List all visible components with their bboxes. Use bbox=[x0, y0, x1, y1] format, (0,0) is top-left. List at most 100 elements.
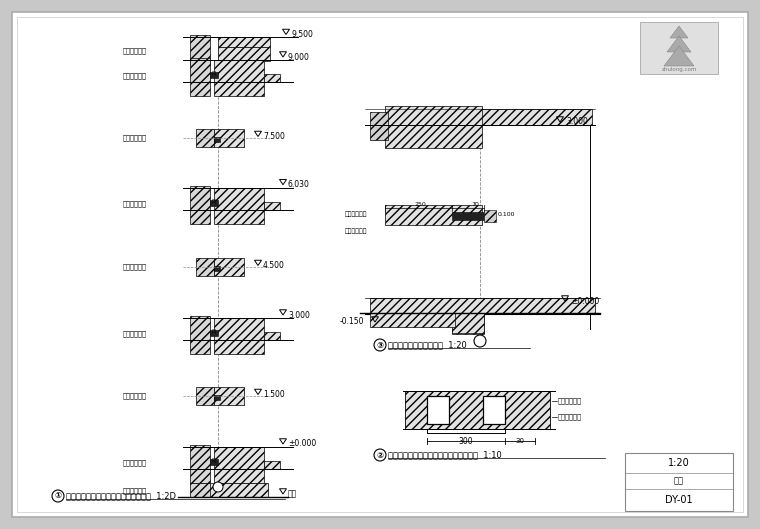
Text: 天然石材幕墙: 天然石材幕墙 bbox=[123, 200, 147, 207]
Text: 山墙面干挂天然石材幕墙节点构造详图  1:2D: 山墙面干挂天然石材幕墙节点构造详图 1:2D bbox=[66, 491, 176, 500]
Bar bbox=[196, 129, 214, 147]
Text: 7.500: 7.500 bbox=[263, 132, 285, 141]
Text: 天然石材幕墙: 天然石材幕墙 bbox=[123, 72, 147, 79]
Text: 9.000: 9.000 bbox=[288, 52, 310, 61]
Text: 天然石材幕墙: 天然石材幕墙 bbox=[345, 228, 368, 234]
Circle shape bbox=[213, 482, 223, 492]
Text: zhulong.com: zhulong.com bbox=[661, 68, 697, 72]
Text: 6.030: 6.030 bbox=[288, 180, 310, 189]
Bar bbox=[370, 112, 388, 140]
Bar bbox=[405, 391, 550, 429]
Bar bbox=[214, 395, 220, 399]
Bar bbox=[218, 47, 270, 60]
Text: 3.000: 3.000 bbox=[288, 311, 310, 320]
Text: 3.000: 3.000 bbox=[566, 117, 588, 126]
Text: 20: 20 bbox=[213, 69, 217, 75]
Bar bbox=[190, 316, 210, 354]
Text: 天然石材幕墙: 天然石材幕墙 bbox=[558, 414, 582, 421]
Text: 250: 250 bbox=[414, 203, 426, 207]
Text: 室墙基础节点详细剖面图  1:20: 室墙基础节点详细剖面图 1:20 bbox=[388, 341, 467, 350]
Bar bbox=[452, 314, 484, 334]
Bar bbox=[208, 483, 268, 497]
Bar bbox=[190, 34, 210, 65]
Bar bbox=[640, 22, 718, 74]
Bar bbox=[264, 202, 280, 209]
Text: 山墙面水平天然石材节点构造详图布置图  1:10: 山墙面水平天然石材节点构造详图布置图 1:10 bbox=[388, 451, 502, 460]
Bar bbox=[214, 340, 264, 354]
Text: -0.150: -0.150 bbox=[340, 317, 365, 326]
Bar bbox=[196, 258, 214, 276]
Bar bbox=[214, 209, 264, 224]
Bar bbox=[214, 387, 244, 405]
Text: DY-01: DY-01 bbox=[665, 495, 693, 505]
Text: 天然石材幕墙: 天然石材幕墙 bbox=[558, 398, 582, 404]
Text: 4.500: 4.500 bbox=[263, 261, 285, 270]
Text: 天然石材幕墙: 天然石材幕墙 bbox=[123, 47, 147, 54]
Text: 20: 20 bbox=[213, 327, 217, 333]
Polygon shape bbox=[667, 36, 691, 52]
Bar bbox=[214, 129, 244, 147]
Bar bbox=[190, 58, 210, 96]
Bar bbox=[370, 313, 455, 327]
Text: 70: 70 bbox=[471, 203, 479, 207]
Bar bbox=[214, 188, 264, 209]
Bar bbox=[385, 106, 482, 148]
Bar bbox=[214, 136, 220, 141]
Text: 天然石材幕墙: 天然石材幕墙 bbox=[345, 211, 368, 217]
Bar bbox=[190, 445, 210, 483]
Circle shape bbox=[374, 339, 386, 351]
Bar bbox=[190, 483, 210, 497]
Bar bbox=[190, 186, 210, 224]
Bar bbox=[214, 82, 264, 96]
Text: 天然石材幕墙: 天然石材幕墙 bbox=[123, 460, 147, 466]
Circle shape bbox=[52, 490, 64, 502]
Text: 天然石材幕墙: 天然石材幕墙 bbox=[123, 488, 147, 494]
Text: 9.500: 9.500 bbox=[291, 30, 313, 39]
Bar bbox=[214, 60, 264, 82]
Text: 天然石材幕墙: 天然石材幕墙 bbox=[123, 263, 147, 270]
Bar bbox=[264, 332, 280, 340]
Text: 天然石材幕墙: 天然石材幕墙 bbox=[123, 392, 147, 399]
Polygon shape bbox=[664, 46, 694, 66]
Bar bbox=[214, 266, 220, 270]
Text: 20: 20 bbox=[213, 197, 217, 203]
Bar bbox=[370, 298, 595, 314]
Bar bbox=[210, 459, 218, 465]
Text: ②: ② bbox=[376, 451, 384, 460]
Bar bbox=[210, 200, 218, 206]
Circle shape bbox=[374, 449, 386, 461]
Text: 1.500: 1.500 bbox=[263, 390, 285, 399]
Bar bbox=[625, 453, 733, 511]
Bar bbox=[214, 258, 244, 276]
Bar bbox=[452, 212, 484, 220]
Bar bbox=[264, 74, 280, 82]
Text: 1:20: 1:20 bbox=[668, 458, 690, 468]
Text: ①: ① bbox=[55, 491, 62, 500]
Bar bbox=[196, 387, 214, 405]
Bar bbox=[214, 318, 264, 340]
Bar bbox=[427, 396, 449, 424]
Bar bbox=[214, 447, 264, 469]
Text: ③: ③ bbox=[376, 341, 384, 350]
Text: 天然石材幕墙: 天然石材幕墙 bbox=[123, 331, 147, 338]
Bar bbox=[264, 461, 280, 469]
Text: ±0.000: ±0.000 bbox=[571, 296, 599, 306]
Bar bbox=[480, 109, 592, 125]
Text: 比例: 比例 bbox=[674, 477, 684, 486]
Polygon shape bbox=[670, 26, 688, 38]
Bar bbox=[210, 72, 218, 78]
Bar bbox=[218, 37, 270, 47]
Bar bbox=[452, 313, 484, 333]
Circle shape bbox=[474, 335, 486, 347]
Bar bbox=[214, 469, 264, 483]
Bar bbox=[483, 396, 505, 424]
Text: 天然石材幕墙: 天然石材幕墙 bbox=[123, 134, 147, 141]
Bar bbox=[210, 330, 218, 336]
Text: 30: 30 bbox=[515, 438, 524, 444]
Text: ±0.000: ±0.000 bbox=[288, 440, 316, 449]
Text: 300: 300 bbox=[459, 436, 473, 445]
Text: 0.100: 0.100 bbox=[498, 212, 515, 216]
Bar bbox=[385, 205, 482, 225]
Bar bbox=[484, 210, 496, 222]
Text: 负面: 负面 bbox=[288, 489, 297, 498]
